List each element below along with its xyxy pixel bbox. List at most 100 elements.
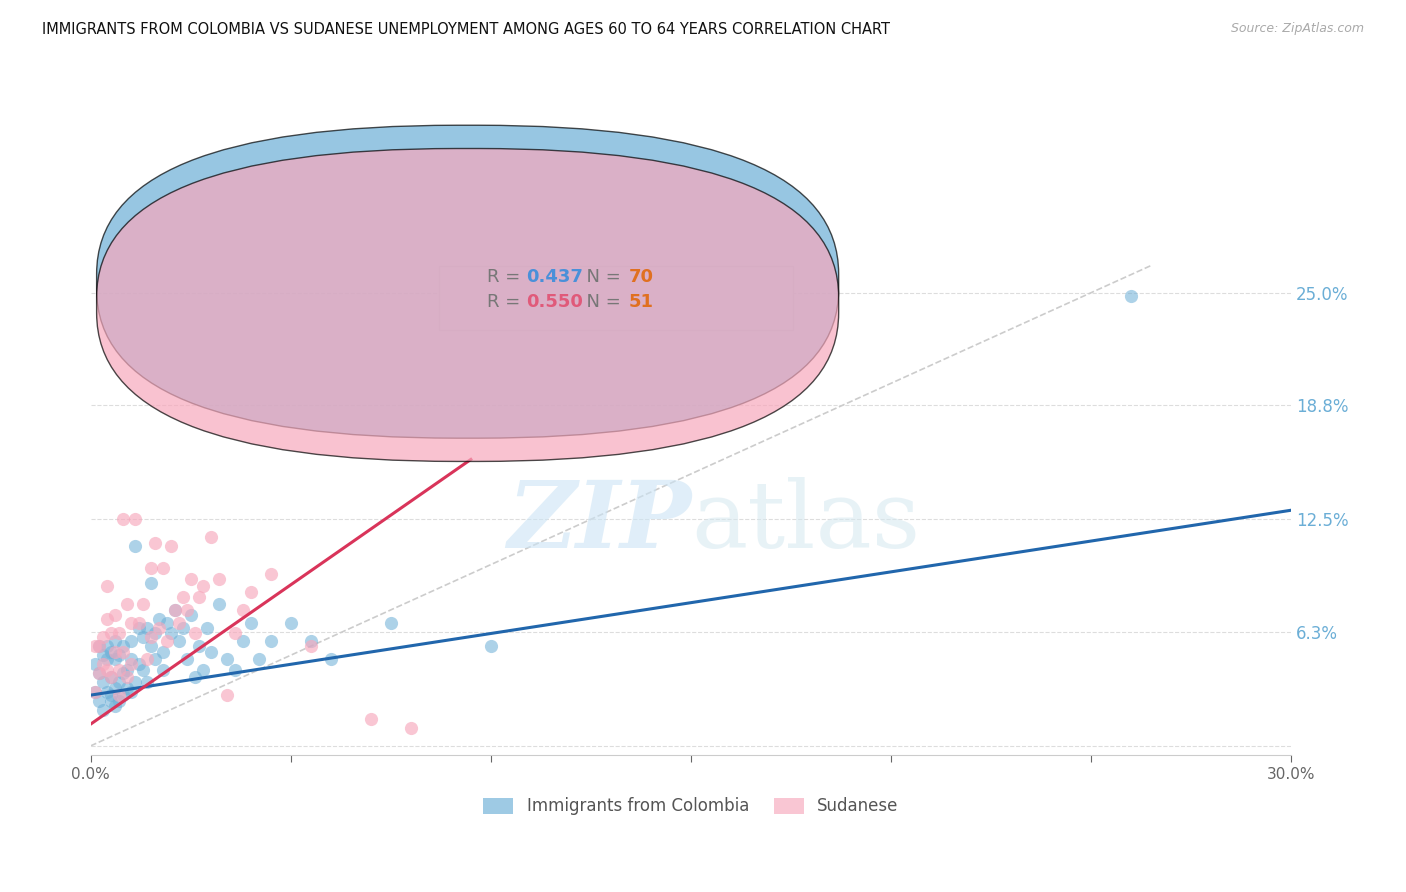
Point [87, 666, 110, 681]
Point [91, 657, 114, 672]
Point [111, 688, 134, 702]
Point [96, 612, 118, 626]
Text: 0.437: 0.437 [526, 268, 583, 285]
Point [83, 684, 105, 698]
Point [143, 536, 166, 550]
Point [159, 540, 181, 554]
Point [107, 648, 129, 663]
Point [104, 608, 127, 623]
Point [91, 703, 114, 717]
Point [124, 675, 146, 690]
Point [107, 663, 129, 677]
Point [215, 688, 238, 702]
Point [172, 621, 194, 635]
Text: IMMIGRANTS FROM COLOMBIA VS SUDANESE UNEMPLOYMENT AMONG AGES 60 TO 64 YEARS CORR: IMMIGRANTS FROM COLOMBIA VS SUDANESE UNE… [42, 22, 890, 37]
Point [96, 663, 118, 677]
Point [100, 693, 122, 707]
Point [180, 572, 202, 586]
Point [239, 615, 262, 630]
Point [215, 652, 238, 666]
Text: N =: N = [575, 268, 626, 285]
Point [120, 657, 142, 672]
Point [208, 598, 231, 612]
Point [139, 561, 162, 575]
Point [167, 633, 190, 648]
FancyBboxPatch shape [97, 148, 838, 461]
Point [148, 621, 170, 635]
Point [111, 639, 134, 653]
Point [120, 633, 142, 648]
Point [96, 579, 118, 593]
Point [107, 688, 129, 702]
Point [115, 598, 138, 612]
Point [299, 639, 322, 653]
Point [96, 684, 118, 698]
Point [83, 657, 105, 672]
Point [115, 670, 138, 684]
Point [180, 608, 202, 623]
Point [104, 698, 127, 713]
Point [128, 615, 150, 630]
Point [111, 512, 134, 526]
Legend: Immigrants from Colombia, Sudanese: Immigrants from Colombia, Sudanese [477, 790, 905, 822]
Point [159, 626, 181, 640]
Point [115, 681, 138, 695]
Point [100, 626, 122, 640]
Text: R =: R = [486, 268, 526, 285]
Point [152, 645, 174, 659]
Point [232, 633, 254, 648]
Point [208, 572, 231, 586]
Point [107, 675, 129, 690]
Point [247, 652, 270, 666]
Text: ZIP: ZIP [506, 477, 690, 567]
Point [163, 603, 186, 617]
Point [191, 663, 214, 677]
Point [91, 648, 114, 663]
Point [131, 663, 153, 677]
Point [143, 626, 166, 640]
Point [187, 591, 209, 605]
Point [131, 598, 153, 612]
Text: 70: 70 [628, 268, 654, 285]
Point [399, 721, 422, 735]
Point [260, 566, 283, 581]
Point [91, 630, 114, 644]
Point [135, 652, 157, 666]
Point [148, 612, 170, 626]
Point [156, 633, 179, 648]
Point [100, 645, 122, 659]
Point [87, 666, 110, 681]
Point [299, 633, 322, 648]
Point [187, 639, 209, 653]
Point [124, 512, 146, 526]
Point [111, 645, 134, 659]
Point [139, 630, 162, 644]
Point [100, 670, 122, 684]
Point [224, 663, 246, 677]
Point [104, 633, 127, 648]
Point [124, 540, 146, 554]
Point [96, 652, 118, 666]
Point [128, 657, 150, 672]
FancyBboxPatch shape [97, 125, 838, 438]
Point [280, 615, 302, 630]
Point [100, 670, 122, 684]
Point [107, 626, 129, 640]
Point [163, 603, 186, 617]
Point [183, 626, 205, 640]
Point [135, 621, 157, 635]
Point [360, 712, 382, 726]
Point [176, 603, 198, 617]
Point [83, 684, 105, 698]
Point [239, 584, 262, 599]
Point [107, 693, 129, 707]
Point [183, 670, 205, 684]
FancyBboxPatch shape [439, 266, 793, 330]
Point [172, 591, 194, 605]
Point [87, 693, 110, 707]
Text: 0.550: 0.550 [526, 293, 583, 310]
Point [143, 652, 166, 666]
Text: R =: R = [486, 293, 526, 310]
Point [115, 663, 138, 677]
Point [120, 684, 142, 698]
